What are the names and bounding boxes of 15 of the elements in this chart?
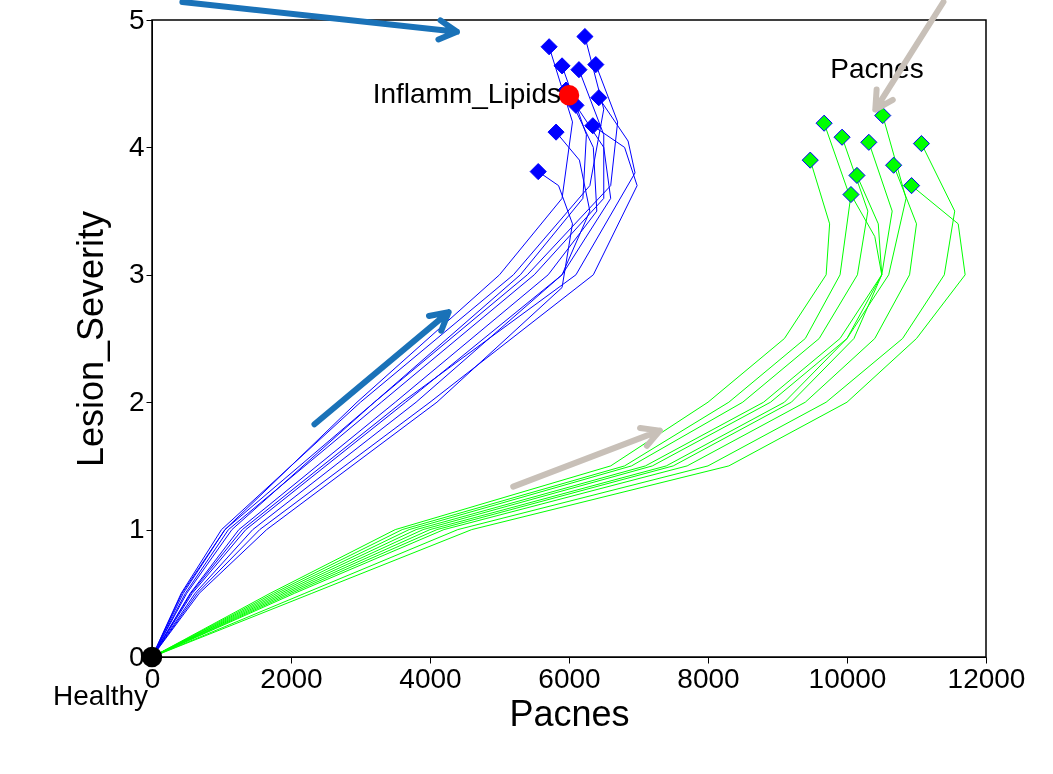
x-tick-label: 10000 (808, 662, 887, 694)
y-tick-label: 2 (128, 385, 145, 417)
y-axis-title: Lesion_Severity (69, 210, 111, 468)
x-tick-label: 6000 (538, 662, 601, 694)
y-tick-label: 1 (128, 513, 145, 545)
x-tick-label: 4000 (399, 662, 462, 694)
x-axis-title: Pacnes (509, 692, 630, 734)
y-tick-label: 3 (128, 258, 145, 290)
x-tick-label: 12000 (947, 662, 1026, 694)
y-tick-label: 4 (128, 130, 145, 162)
y-tick-label: 0 (128, 640, 145, 672)
x-tick-label: 2000 (260, 662, 323, 694)
x-tick-label: 8000 (677, 662, 740, 694)
y-tick-label: 5 (128, 3, 145, 35)
annotation: Inflamm_Lipids (372, 78, 561, 110)
